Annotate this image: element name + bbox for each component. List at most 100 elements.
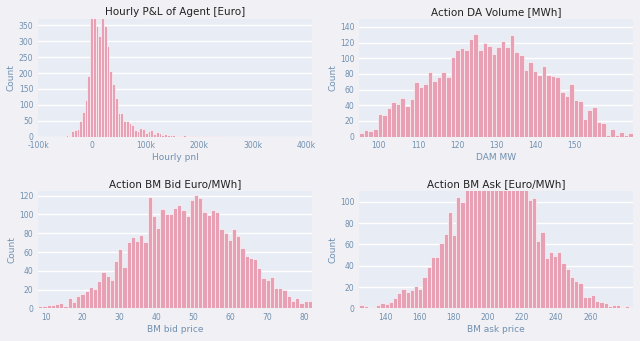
Bar	[145, 133, 148, 136]
Bar	[159, 133, 161, 136]
Bar	[510, 35, 515, 136]
Bar	[123, 121, 126, 136]
Bar	[266, 280, 270, 308]
Bar	[257, 268, 261, 308]
Bar	[126, 121, 129, 136]
Bar	[601, 123, 605, 136]
Bar	[560, 92, 564, 136]
Bar	[519, 55, 524, 136]
Bar	[60, 303, 63, 308]
Bar	[118, 113, 120, 136]
Bar	[532, 71, 537, 136]
Bar	[380, 303, 385, 308]
Bar	[431, 257, 435, 308]
Bar	[140, 128, 142, 136]
Bar	[524, 70, 528, 136]
Bar	[595, 301, 600, 308]
Bar	[181, 210, 186, 308]
Bar	[542, 66, 547, 136]
Bar	[172, 135, 175, 136]
Bar	[397, 294, 401, 308]
Bar	[278, 288, 282, 308]
Bar	[469, 39, 474, 136]
Bar	[249, 258, 253, 308]
Bar	[82, 112, 84, 136]
Bar	[446, 77, 451, 136]
Bar	[556, 77, 560, 136]
Bar	[600, 302, 604, 308]
Bar	[84, 291, 89, 308]
Bar	[74, 130, 77, 136]
Bar	[161, 209, 164, 308]
Bar	[389, 302, 393, 308]
Bar	[63, 306, 68, 308]
Bar	[547, 75, 551, 136]
Bar	[308, 301, 312, 308]
Bar	[405, 106, 410, 136]
Bar	[406, 292, 410, 308]
Bar	[469, 183, 473, 308]
Bar	[387, 107, 391, 136]
Bar	[545, 258, 549, 308]
Title: Action BM Bid Euro/MWh]: Action BM Bid Euro/MWh]	[109, 179, 241, 189]
Bar	[401, 289, 406, 308]
Bar	[428, 72, 433, 136]
Bar	[492, 54, 496, 136]
X-axis label: Hourly pnl: Hourly pnl	[152, 153, 198, 162]
Bar	[134, 131, 137, 136]
Bar	[112, 85, 115, 136]
Bar	[68, 298, 72, 308]
Bar	[465, 184, 469, 308]
Bar	[137, 131, 140, 136]
Bar	[77, 129, 79, 136]
Bar	[483, 43, 487, 136]
Bar	[55, 304, 60, 308]
Bar	[478, 50, 483, 136]
Bar	[135, 241, 140, 308]
Y-axis label: Count: Count	[328, 64, 337, 91]
Bar	[451, 57, 455, 136]
Bar	[519, 179, 524, 308]
Bar	[232, 228, 236, 308]
Bar	[464, 50, 469, 136]
Bar	[628, 133, 633, 136]
Bar	[490, 162, 494, 308]
Bar	[582, 297, 587, 308]
Bar	[282, 290, 287, 308]
Bar	[114, 262, 118, 308]
Bar	[435, 257, 439, 308]
Bar	[115, 98, 118, 136]
Bar	[579, 101, 583, 136]
Bar	[605, 135, 611, 136]
Bar	[122, 267, 127, 308]
Bar	[223, 233, 228, 308]
Bar	[303, 301, 308, 308]
Bar	[88, 76, 90, 136]
Bar	[515, 173, 519, 308]
Bar	[300, 303, 303, 308]
Bar	[291, 301, 295, 308]
Bar	[604, 303, 608, 308]
Bar	[359, 305, 364, 308]
Bar	[215, 212, 220, 308]
Bar	[620, 307, 625, 308]
Bar	[588, 110, 592, 136]
Bar	[507, 159, 511, 308]
X-axis label: DAM MW: DAM MW	[476, 153, 516, 162]
Bar	[444, 234, 448, 308]
Bar	[369, 131, 373, 136]
Bar	[164, 134, 167, 136]
Bar	[253, 258, 257, 308]
Bar	[42, 306, 47, 308]
Bar	[564, 96, 569, 136]
Bar	[515, 52, 519, 136]
Bar	[624, 135, 628, 136]
Bar	[511, 150, 515, 308]
Bar	[131, 237, 135, 308]
Bar	[608, 306, 612, 308]
Bar	[579, 283, 582, 308]
Title: Hourly P&L of Agent [Euro]: Hourly P&L of Agent [Euro]	[105, 7, 245, 17]
Bar	[557, 252, 561, 308]
Bar	[99, 35, 101, 136]
Bar	[456, 197, 460, 308]
